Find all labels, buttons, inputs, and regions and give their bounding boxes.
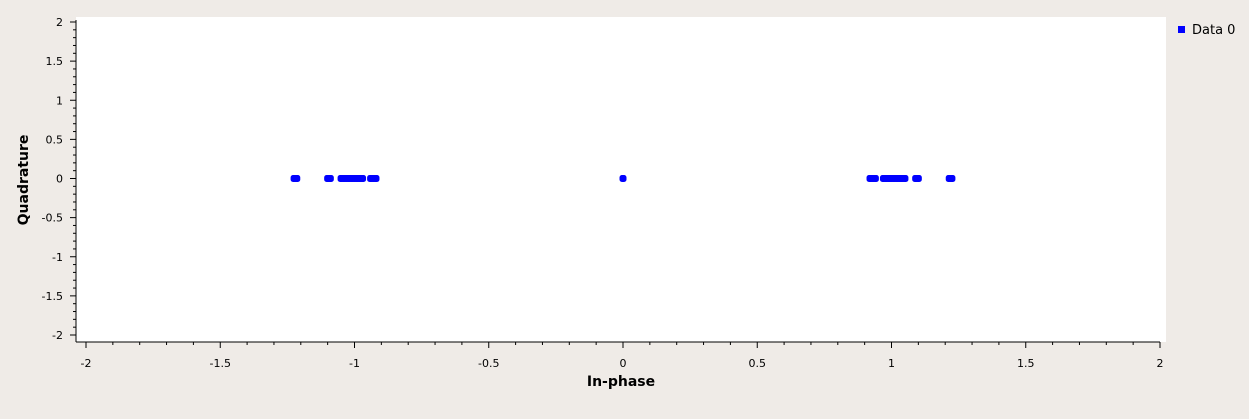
data-point (359, 175, 367, 182)
x-tick-label: -1.5 (210, 357, 231, 370)
x-tick-label: 0 (620, 357, 627, 370)
x-tick-label: 1.5 (1017, 357, 1035, 370)
y-axis-ticks: 2 1.5 1 0.5 0 -0.5 -1 -1.5 -2 (42, 16, 76, 342)
data-point (948, 175, 956, 182)
data-point (901, 175, 909, 182)
y-tick-label: -0.5 (42, 212, 63, 225)
x-axis-ticks: -2 -1.5 -1 -0.5 0 0.5 1 1.5 2 (81, 342, 1164, 370)
data-point (619, 175, 627, 182)
y-tick-label: 1 (56, 94, 63, 107)
data-point (914, 175, 922, 182)
x-tick-label: 0.5 (749, 357, 767, 370)
y-tick-label: 2 (56, 16, 63, 29)
y-tick-label: -1.5 (42, 290, 63, 303)
y-axis-title: Quadrature (16, 135, 32, 226)
x-tick-label: 2 (1157, 357, 1164, 370)
data-point (293, 175, 301, 182)
y-tick-label: 0 (56, 173, 63, 186)
y-tick-label: 0.5 (46, 133, 64, 146)
legend-label: Data 0 (1192, 23, 1235, 38)
data-point (372, 175, 380, 182)
x-tick-label: -0.5 (478, 357, 499, 370)
data-point (326, 175, 334, 182)
x-tick-label: -2 (81, 357, 92, 370)
y-tick-label: 1.5 (46, 55, 64, 68)
data-points (290, 175, 956, 182)
legend-swatch (1178, 26, 1185, 33)
x-axis-title: In-phase (587, 374, 655, 390)
data-point (871, 175, 879, 182)
x-tick-label: 1 (888, 357, 895, 370)
legend[interactable]: Data 0 (1178, 23, 1235, 38)
x-tick-label: -1 (349, 357, 360, 370)
y-tick-label: -1 (52, 251, 63, 264)
y-tick-label: -2 (52, 329, 63, 342)
